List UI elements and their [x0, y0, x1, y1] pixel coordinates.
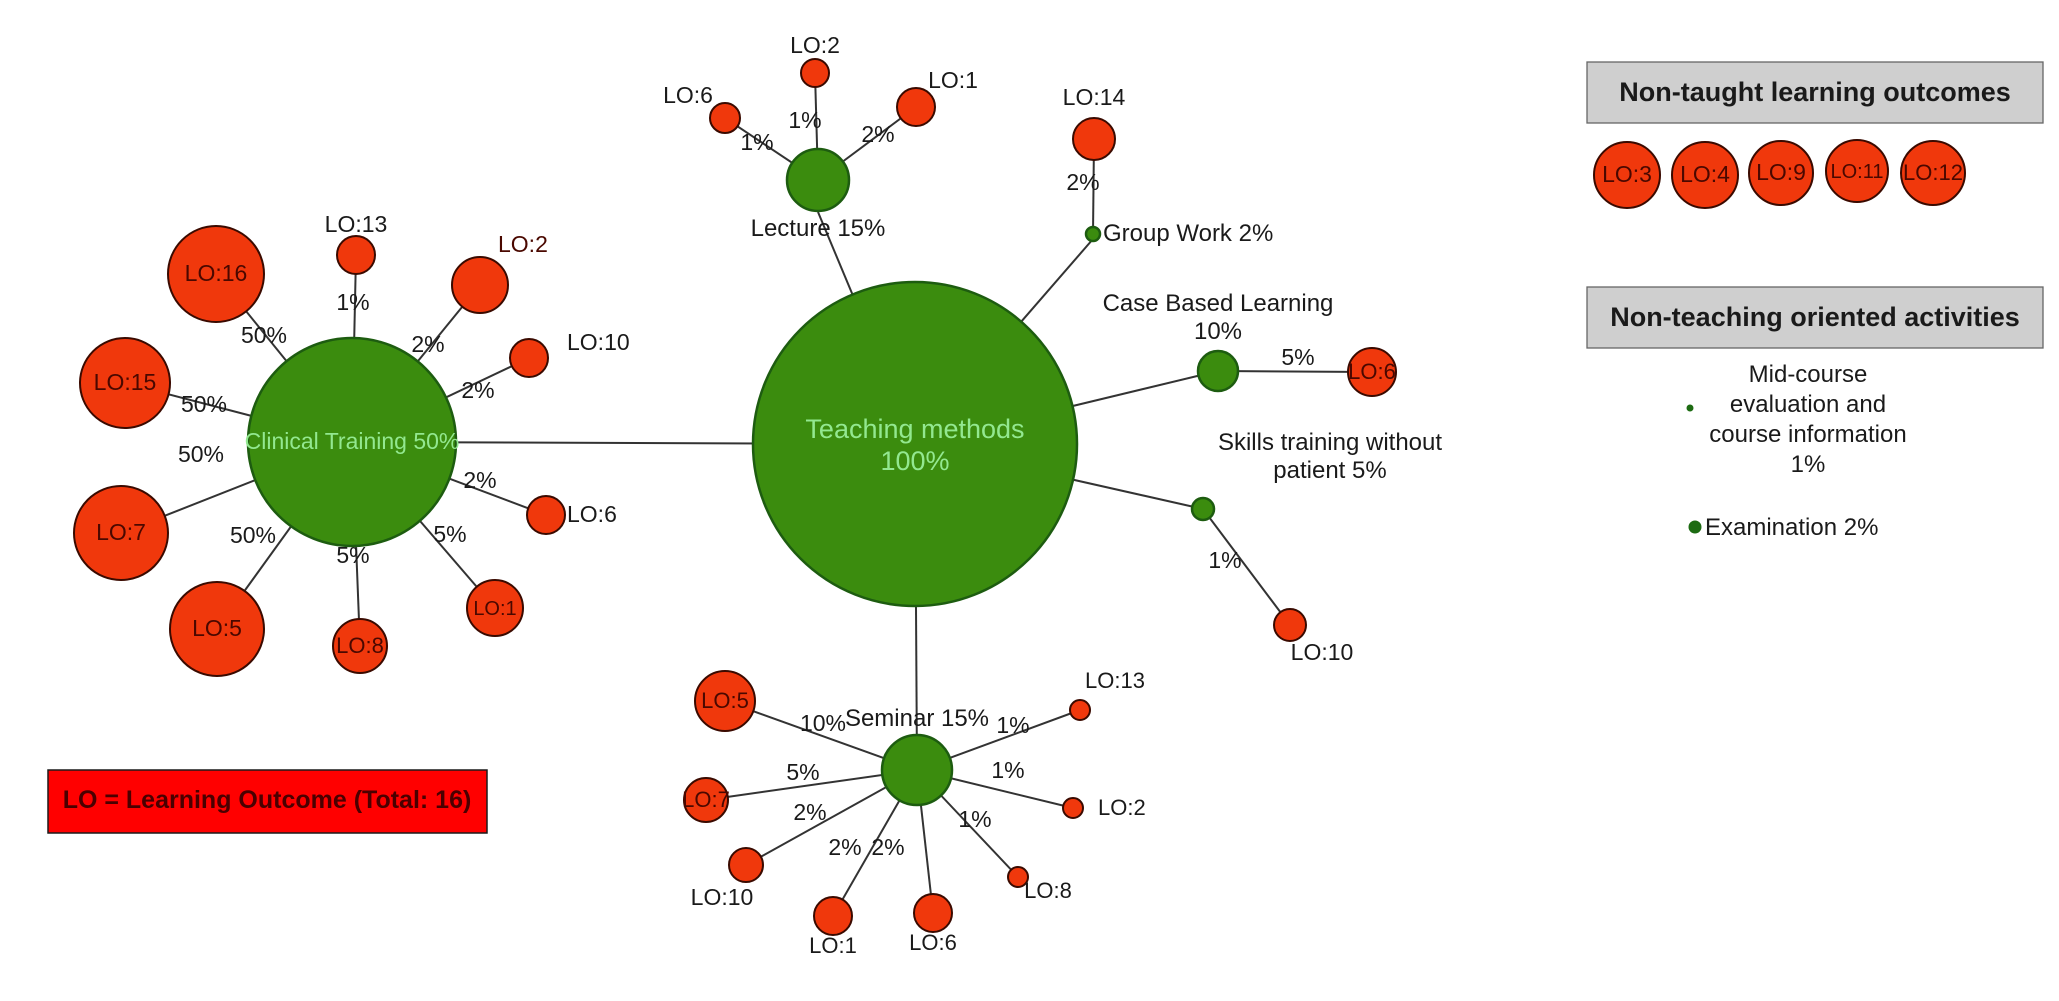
svg-text:LO:12: LO:12: [1903, 160, 1963, 185]
svg-text:2%: 2%: [793, 799, 826, 825]
svg-text:2%: 2%: [463, 467, 496, 493]
svg-text:LO:5: LO:5: [192, 615, 242, 641]
svg-text:5%: 5%: [786, 759, 819, 785]
svg-text:course information: course information: [1709, 421, 1906, 448]
svg-text:LO:5: LO:5: [701, 688, 749, 713]
svg-text:Mid-course: Mid-course: [1749, 361, 1868, 388]
svg-text:LO:7: LO:7: [682, 787, 730, 812]
svg-text:50%: 50%: [181, 391, 227, 417]
svg-text:5%: 5%: [1281, 344, 1314, 370]
svg-text:1%: 1%: [1208, 547, 1241, 573]
svg-text:2%: 2%: [861, 121, 894, 147]
svg-text:100%: 100%: [880, 446, 949, 476]
svg-text:10%: 10%: [800, 710, 846, 736]
svg-text:LO:10: LO:10: [691, 884, 754, 910]
svg-text:LO:1: LO:1: [928, 67, 978, 93]
svg-text:LO:7: LO:7: [96, 519, 146, 545]
svg-text:Clinical Training 50%: Clinical Training 50%: [245, 428, 460, 454]
svg-text:LO:3: LO:3: [1602, 161, 1652, 187]
svg-text:LO:11: LO:11: [1831, 161, 1884, 183]
svg-text:LO:6: LO:6: [663, 82, 713, 108]
svg-text:1%: 1%: [1791, 451, 1826, 478]
svg-text:2%: 2%: [1066, 169, 1099, 195]
svg-text:LO = Learning Outcome (Total:: LO = Learning Outcome (Total: 16): [63, 786, 472, 814]
svg-text:1%: 1%: [740, 129, 773, 155]
svg-text:1%: 1%: [991, 757, 1024, 783]
svg-text:patient 5%: patient 5%: [1273, 457, 1386, 484]
svg-text:Seminar 15%: Seminar 15%: [845, 705, 989, 732]
svg-text:LO:13: LO:13: [325, 211, 388, 237]
svg-text:evaluation and: evaluation and: [1730, 391, 1886, 418]
svg-text:Lecture 15%: Lecture 15%: [751, 215, 886, 242]
svg-text:1%: 1%: [996, 712, 1029, 738]
svg-text:LO:6: LO:6: [1348, 359, 1396, 384]
svg-text:2%: 2%: [461, 377, 494, 403]
svg-text:Teaching methods: Teaching methods: [805, 414, 1024, 444]
svg-text:LO:14: LO:14: [1063, 84, 1126, 110]
svg-text:50%: 50%: [230, 522, 276, 548]
svg-text:LO:6: LO:6: [567, 501, 617, 527]
svg-text:LO:13: LO:13: [1085, 668, 1145, 693]
svg-text:Skills training without: Skills training without: [1218, 429, 1442, 456]
svg-text:1%: 1%: [788, 107, 821, 133]
svg-text:2%: 2%: [411, 331, 444, 357]
svg-text:LO:10: LO:10: [1291, 639, 1354, 665]
svg-text:50%: 50%: [178, 441, 224, 467]
svg-text:LO:9: LO:9: [1756, 159, 1806, 185]
svg-text:LO:1: LO:1: [473, 598, 516, 620]
svg-text:5%: 5%: [433, 521, 466, 547]
svg-text:LO:2: LO:2: [1098, 795, 1146, 820]
svg-text:LO:1: LO:1: [809, 933, 857, 958]
svg-text:LO:8: LO:8: [336, 633, 384, 658]
svg-text:LO:6: LO:6: [909, 930, 957, 955]
svg-text:LO:2: LO:2: [790, 32, 840, 58]
svg-text:LO:10: LO:10: [567, 329, 630, 355]
svg-text:1%: 1%: [958, 806, 991, 832]
svg-text:Group Work 2%: Group Work 2%: [1103, 220, 1273, 247]
svg-text:Examination 2%: Examination 2%: [1705, 514, 1878, 541]
svg-text:50%: 50%: [241, 322, 287, 348]
svg-text:1%: 1%: [336, 289, 369, 315]
svg-text:LO:16: LO:16: [185, 260, 248, 286]
svg-text:LO:2: LO:2: [498, 231, 548, 257]
svg-text:Case Based Learning: Case Based Learning: [1103, 290, 1334, 317]
svg-text:LO:4: LO:4: [1680, 161, 1730, 187]
svg-text:LO:15: LO:15: [94, 369, 157, 395]
svg-text:Non-teaching oriented activiti: Non-teaching oriented activities: [1610, 302, 2020, 332]
svg-text:2%: 2%: [828, 834, 861, 860]
svg-text:2%: 2%: [871, 834, 904, 860]
svg-text:Non-taught learning outcomes: Non-taught learning outcomes: [1619, 77, 2011, 107]
svg-text:10%: 10%: [1194, 318, 1242, 345]
svg-text:LO:8: LO:8: [1024, 878, 1072, 903]
